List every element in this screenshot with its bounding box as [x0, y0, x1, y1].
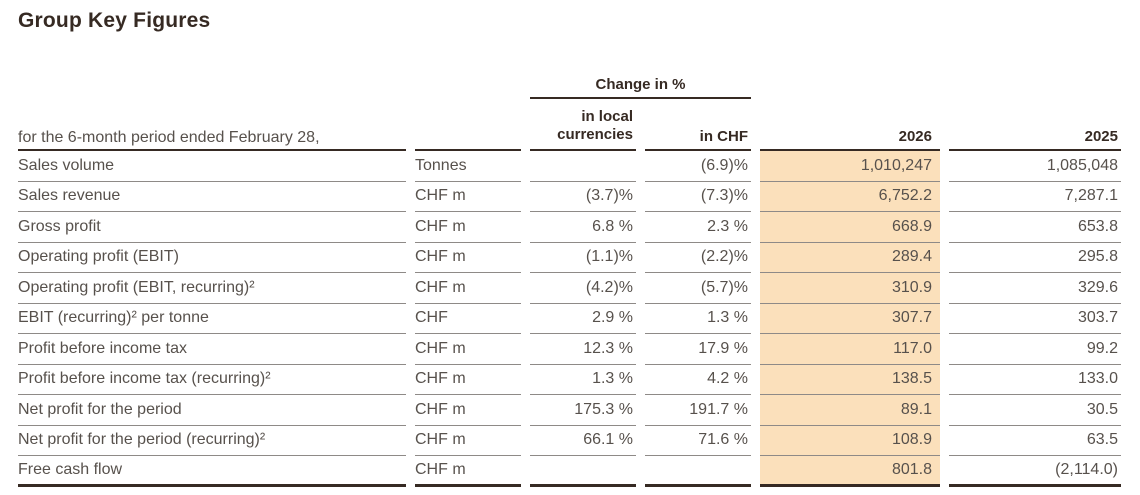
change-chf-value: (7.3)%: [645, 182, 751, 212]
key-figures-table: Change in % for the 6-month period ended…: [18, 71, 1121, 487]
row-unit: CHF: [415, 304, 521, 334]
row-unit: CHF m: [415, 334, 521, 365]
row-label: Operating profit (EBIT, recurring)²: [18, 273, 406, 304]
column-header-local-currencies: in local currencies: [530, 99, 636, 151]
value-2026: 668.9: [760, 212, 940, 243]
row-label: EBIT (recurring)² per tonne: [18, 304, 406, 334]
change-in-percent-header: Change in %: [530, 71, 751, 99]
table-row: Operating profit (EBIT) CHF m (1.1)% (2.…: [18, 242, 1121, 273]
table-header-span-row: Change in %: [18, 71, 1121, 99]
row-unit: CHF m: [415, 243, 521, 273]
value-2025: 653.8: [949, 212, 1121, 243]
value-2026: 310.9: [760, 273, 940, 304]
change-chf-value: 191.7 %: [645, 395, 751, 426]
change-chf-value: 2.3 %: [645, 212, 751, 243]
value-2026: 108.9: [760, 425, 940, 456]
change-chf-value: 71.6 %: [645, 426, 751, 456]
change-local-value: 6.8 %: [530, 212, 636, 243]
value-2025: (2,114.0): [949, 456, 1121, 487]
column-header-2025: 2025: [949, 99, 1121, 151]
row-label: Free cash flow: [18, 456, 406, 487]
row-label: Net profit for the period: [18, 395, 406, 426]
table-row: Free cash flow CHF m 801.8 (2,114.0): [18, 456, 1121, 487]
change-local-value: [530, 456, 636, 487]
row-unit: CHF m: [415, 182, 521, 212]
row-label: Sales revenue: [18, 182, 406, 212]
change-local-value: 1.3 %: [530, 365, 636, 395]
row-label: Sales volume: [18, 151, 406, 182]
table-row: Profit before income tax CHF m 12.3 % 17…: [18, 334, 1121, 365]
table-row: Sales volume Tonnes (6.9)% 1,010,247 1,0…: [18, 151, 1121, 182]
value-2026: 89.1: [760, 395, 940, 426]
table-row: Net profit for the period (recurring)² C…: [18, 425, 1121, 456]
column-header-in-chf: in CHF: [645, 99, 751, 151]
change-local-value: 66.1 %: [530, 426, 636, 456]
change-chf-value: (6.9)%: [645, 151, 751, 182]
period-label: for the 6-month period ended February 28…: [18, 99, 406, 151]
row-unit: Tonnes: [415, 151, 521, 182]
value-2025: 63.5: [949, 426, 1121, 456]
value-2026: 117.0: [760, 334, 940, 365]
change-chf-value: 1.3 %: [645, 304, 751, 334]
change-chf-value: 17.9 %: [645, 334, 751, 365]
value-2025: 1,085,048: [949, 151, 1121, 182]
row-label: Operating profit (EBIT): [18, 243, 406, 273]
change-chf-value: (2.2)%: [645, 243, 751, 273]
row-unit: CHF m: [415, 273, 521, 304]
change-chf-value: [645, 456, 751, 487]
value-2026: 289.4: [760, 242, 940, 273]
value-2025: 99.2: [949, 334, 1121, 365]
value-2026: 801.8: [760, 456, 940, 487]
value-2026: 6,752.2: [760, 181, 940, 212]
value-2025: 133.0: [949, 365, 1121, 395]
change-local-value: (1.1)%: [530, 243, 636, 273]
value-2026: 307.7: [760, 303, 940, 334]
page-title: Group Key Figures: [18, 9, 211, 32]
row-unit: CHF m: [415, 212, 521, 243]
table-row: Profit before income tax (recurring)² CH…: [18, 364, 1121, 395]
value-2025: 7,287.1: [949, 182, 1121, 212]
change-local-value: (4.2)%: [530, 273, 636, 304]
change-local-value: 175.3 %: [530, 395, 636, 426]
table-row: Net profit for the period CHF m 175.3 % …: [18, 395, 1121, 426]
row-label: Gross profit: [18, 212, 406, 243]
unit-column-header: [415, 99, 521, 151]
row-unit: CHF m: [415, 426, 521, 456]
row-label: Profit before income tax (recurring)²: [18, 365, 406, 395]
row-label: Profit before income tax: [18, 334, 406, 365]
row-unit: CHF m: [415, 456, 521, 487]
table-row: Gross profit CHF m 6.8 % 2.3 % 668.9 653…: [18, 212, 1121, 243]
column-header-2026: 2026: [760, 99, 940, 151]
change-local-value: 12.3 %: [530, 334, 636, 365]
change-local-value: 2.9 %: [530, 304, 636, 334]
table-row: EBIT (recurring)² per tonne CHF 2.9 % 1.…: [18, 303, 1121, 334]
table-header-row: for the 6-month period ended February 28…: [18, 99, 1121, 151]
change-chf-value: (5.7)%: [645, 273, 751, 304]
value-2026: 138.5: [760, 364, 940, 395]
change-local-value: (3.7)%: [530, 182, 636, 212]
change-local-value: [530, 151, 636, 182]
value-2025: 303.7: [949, 304, 1121, 334]
value-2026: 1,010,247: [760, 151, 940, 182]
value-2025: 329.6: [949, 273, 1121, 304]
value-2025: 30.5: [949, 395, 1121, 426]
table-row: Sales revenue CHF m (3.7)% (7.3)% 6,752.…: [18, 181, 1121, 212]
change-chf-value: 4.2 %: [645, 365, 751, 395]
table-row: Operating profit (EBIT, recurring)² CHF …: [18, 273, 1121, 304]
row-label: Net profit for the period (recurring)²: [18, 426, 406, 456]
row-unit: CHF m: [415, 395, 521, 426]
value-2025: 295.8: [949, 243, 1121, 273]
row-unit: CHF m: [415, 365, 521, 395]
